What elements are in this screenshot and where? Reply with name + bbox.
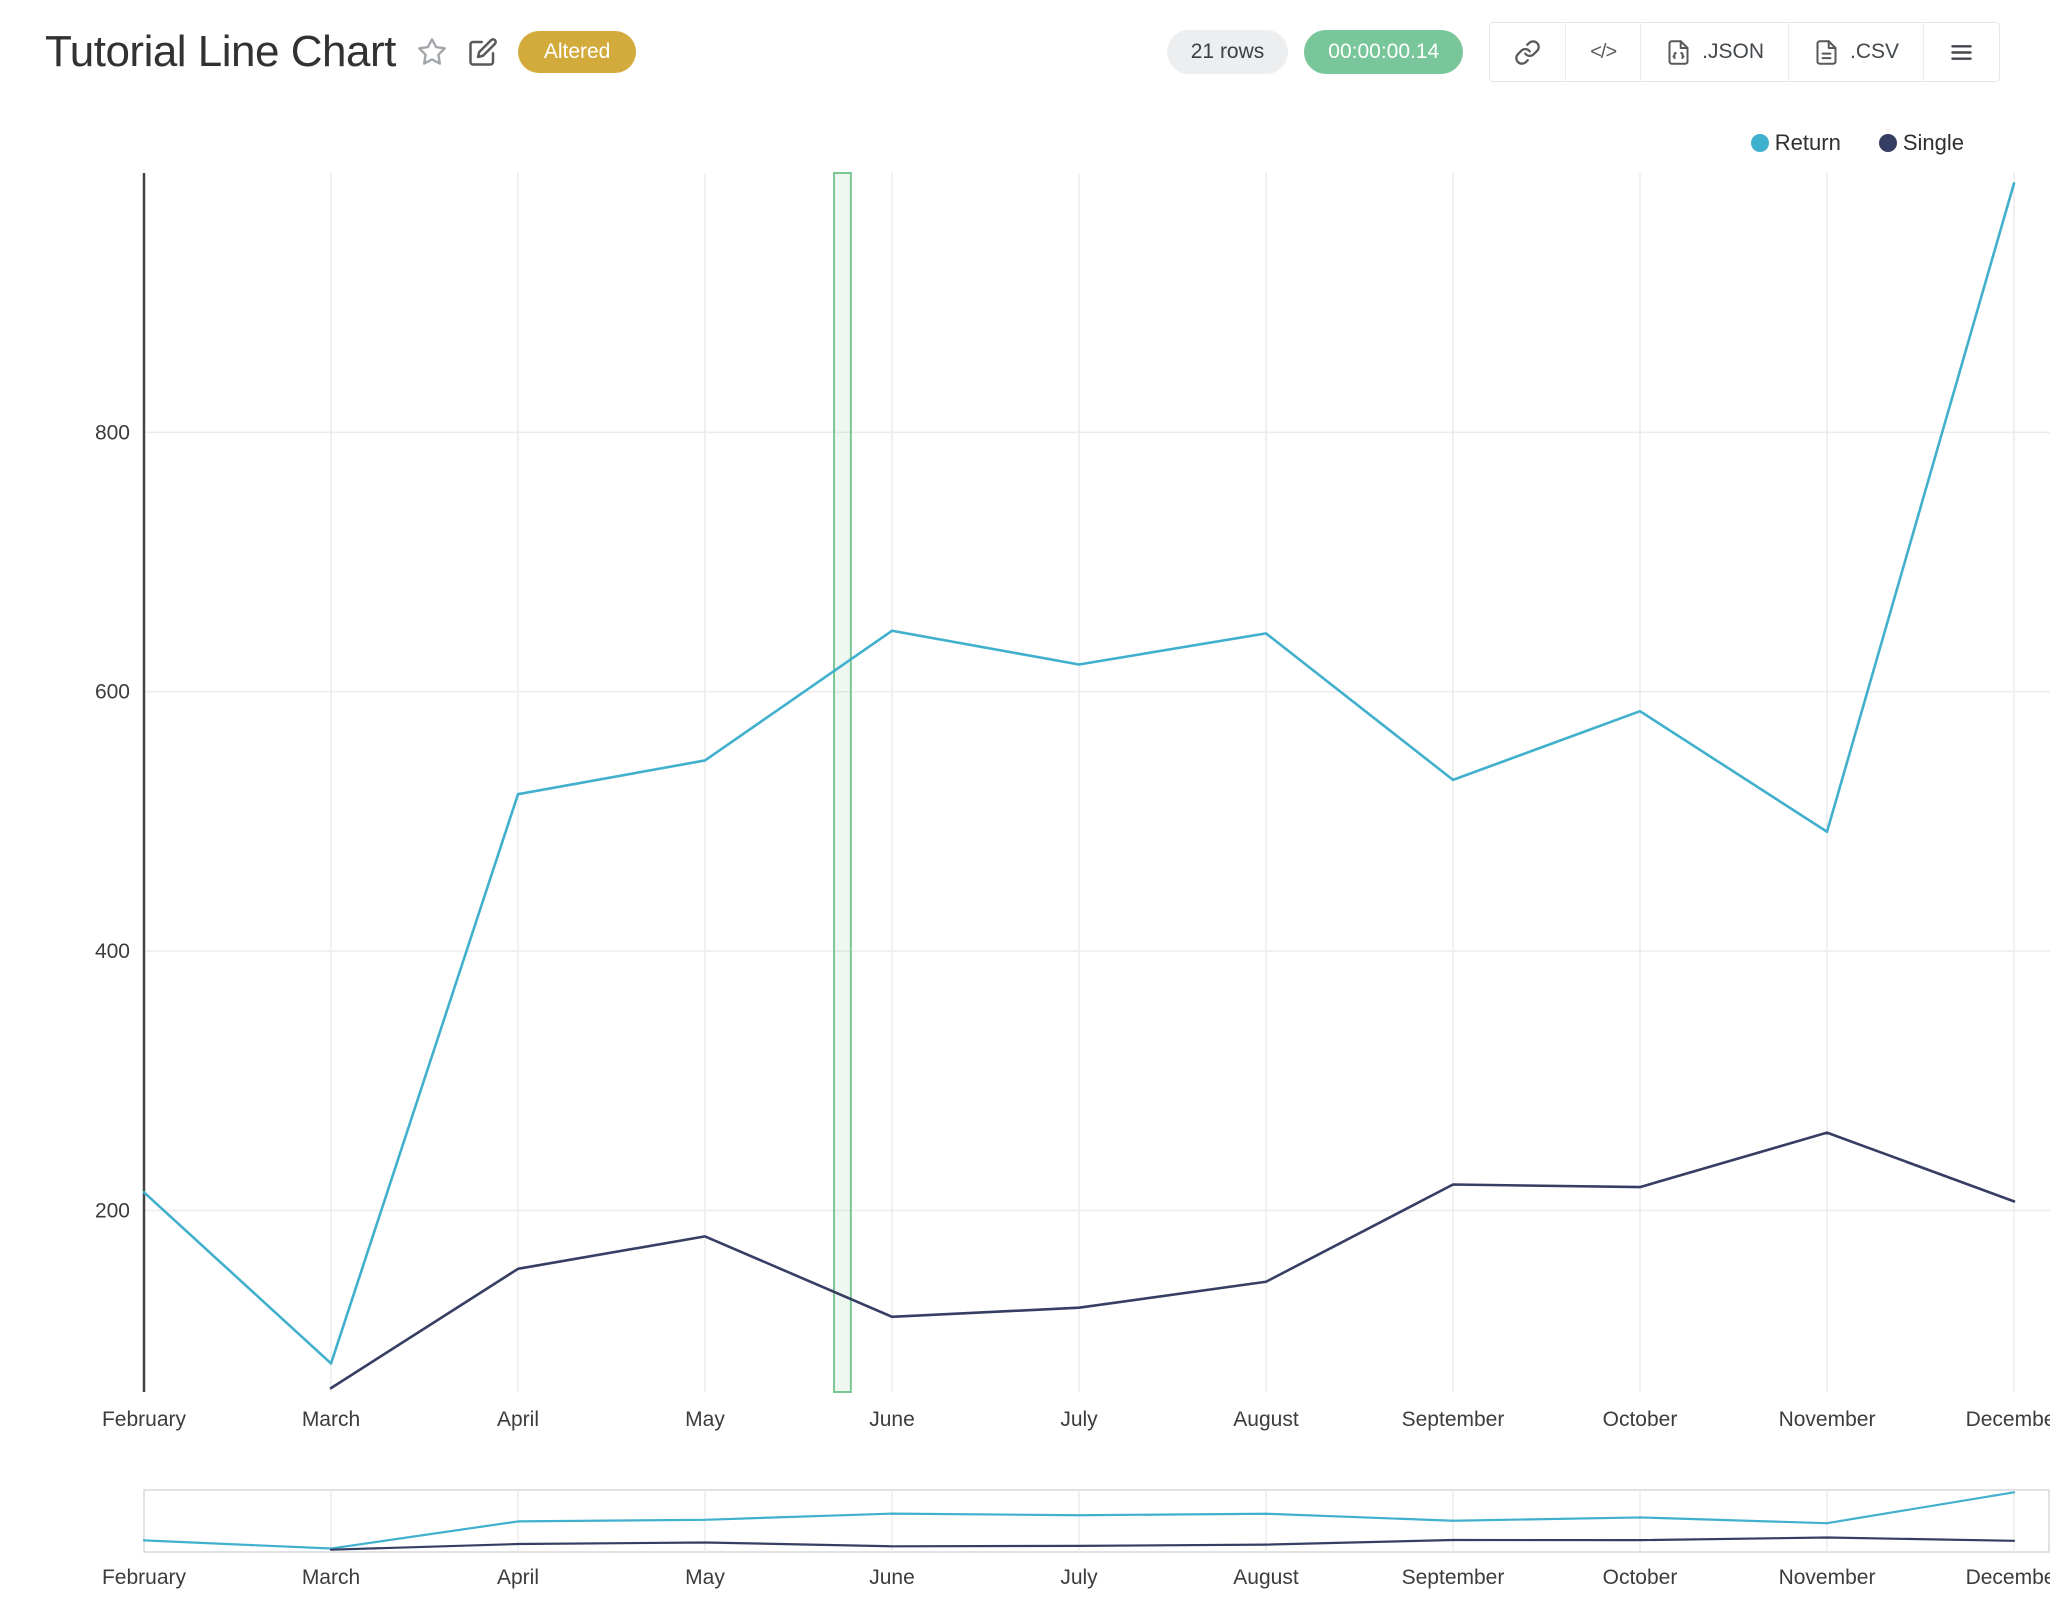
selection-band[interactable] — [833, 172, 852, 1393]
svg-text:March: March — [302, 1566, 360, 1589]
embed-code-button[interactable]: </> — [1565, 23, 1641, 81]
svg-text:August: August — [1233, 1408, 1299, 1431]
svg-text:800: 800 — [95, 421, 130, 444]
results-toolbar: 21 rows 00:00:00.14 </> — [1166, 22, 2000, 82]
svg-text:December: December — [1966, 1566, 2050, 1589]
csv-file-icon — [1813, 39, 1840, 66]
svg-text:July: July — [1060, 1566, 1098, 1589]
edit-title-icon[interactable] — [468, 37, 498, 67]
svg-text:April: April — [497, 1566, 539, 1589]
title-area: Tutorial Line Chart Altered — [45, 27, 637, 77]
range-slider-frame — [143, 1489, 2050, 1553]
svg-text:May: May — [685, 1566, 725, 1589]
range-slider-tick-labels: February March April May June July August Septe… — [102, 1566, 2050, 1589]
svg-text:October: October — [1603, 1566, 1678, 1589]
altered-badge: Altered — [517, 31, 637, 73]
range-slider[interactable]: February March April May June July August Septe… — [102, 1489, 2050, 1589]
csv-button-label: .CSV — [1849, 40, 1899, 63]
svg-text:March: March — [302, 1408, 360, 1431]
download-csv-button[interactable]: .CSV — [1787, 23, 1923, 81]
page-title: Tutorial Line Chart — [45, 27, 396, 76]
gridlines — [143, 173, 2050, 1392]
copy-link-button[interactable] — [1490, 23, 1566, 81]
svg-text:September: September — [1402, 1566, 1505, 1589]
menu-button[interactable] — [1923, 23, 1999, 81]
svg-text:600: 600 — [95, 681, 130, 704]
x-axis-tick-labels: February March April May June July August Septe… — [102, 1408, 2050, 1431]
chart-legend: Return Single — [1750, 130, 1964, 156]
svg-text:April: April — [497, 1408, 539, 1431]
svg-text:November: November — [1779, 1566, 1876, 1589]
svg-text:May: May — [685, 1408, 725, 1431]
svg-text:July: July — [1060, 1408, 1098, 1431]
return-series-dot — [1750, 134, 1769, 152]
svg-text:200: 200 — [95, 1199, 130, 1222]
legend-item-return[interactable]: Return — [1750, 130, 1841, 156]
svg-text:June: June — [869, 1566, 915, 1589]
code-icon: </> — [1590, 40, 1617, 63]
svg-text:September: September — [1402, 1408, 1505, 1431]
svg-text:October: October — [1603, 1408, 1678, 1431]
svg-text:August: August — [1233, 1566, 1299, 1589]
download-json-button[interactable]: .JSON — [1640, 23, 1788, 81]
legend-label-return: Return — [1774, 130, 1841, 155]
svg-text:February: February — [102, 1566, 187, 1589]
y-axis-tick-labels: 200 400 600 800 — [95, 421, 130, 1222]
legend-item-single[interactable]: Single — [1878, 130, 1964, 156]
json-button-label: .JSON — [1702, 40, 1764, 63]
row-count-badge: 21 rows — [1166, 30, 1289, 74]
favorite-star-icon[interactable] — [416, 36, 448, 68]
svg-text:400: 400 — [95, 940, 130, 963]
hamburger-menu-icon — [1948, 39, 1975, 66]
svg-text:June: June — [869, 1408, 915, 1431]
link-icon — [1514, 39, 1541, 66]
execution-time-badge: 00:00:00.14 — [1304, 30, 1464, 74]
svg-text:December: December — [1966, 1408, 2050, 1431]
export-button-group: </> .JSON — [1489, 22, 2000, 82]
svg-text:November: November — [1779, 1408, 1876, 1431]
header: Tutorial Line Chart Altered 21 rows 00:0… — [45, 22, 2000, 82]
series-line-return[interactable] — [142, 182, 2016, 1365]
range-slider-series-single — [329, 1536, 2016, 1551]
json-file-icon — [1665, 39, 1692, 66]
legend-label-single: Single — [1902, 130, 1964, 155]
series-line-single[interactable] — [329, 1131, 2016, 1390]
range-slider-series-return — [142, 1491, 2016, 1550]
svg-text:February: February — [102, 1408, 187, 1431]
single-series-dot — [1878, 134, 1897, 152]
